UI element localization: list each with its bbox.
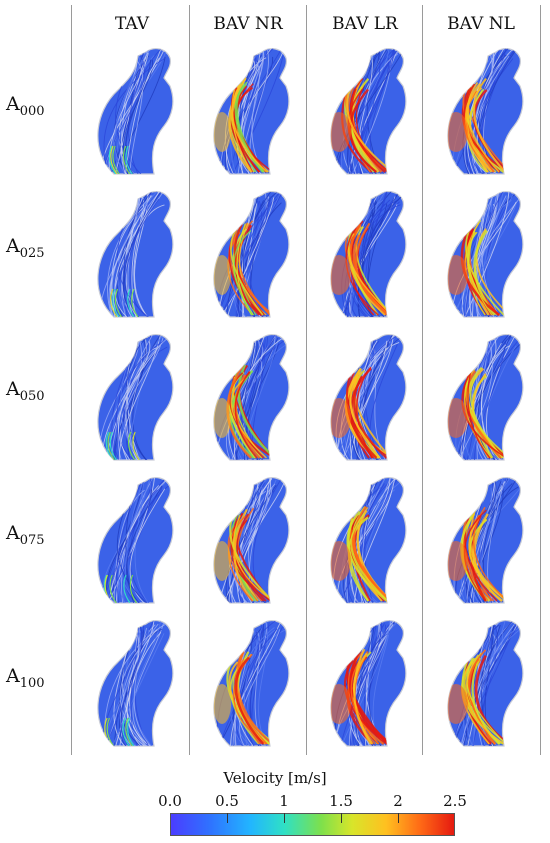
streamline-image [80,185,190,320]
velocity-colorbar [170,813,455,836]
column-divider [540,5,541,755]
colorbar-tick [227,813,228,823]
streamline-image [313,471,423,606]
streamline-image [430,185,540,320]
streamline-image [313,328,423,463]
streamline-image [80,328,190,463]
column-header-tav: TAV [114,14,150,34]
colorbar-tick [341,813,342,823]
colorbar-tick-label: 1.5 [329,792,353,810]
column-divider [422,5,423,755]
streamline-image [430,614,540,749]
colorbar-tick [284,813,285,823]
streamline-image [80,42,190,177]
colorbar-tick-label: 2 [393,792,403,810]
row-label-a075: A075 [6,522,45,548]
streamline-image [196,471,306,606]
column-header-bav-nl: BAV NL [447,14,515,34]
colorbar-tick-label: 0.0 [158,792,182,810]
streamline-image [196,42,306,177]
streamline-image [196,328,306,463]
streamline-image [430,471,540,606]
colorbar-tick-label: 2.5 [443,792,467,810]
streamline-image [196,185,306,320]
streamline-image [313,614,423,749]
colorbar-title: Velocity [m/s] [223,769,327,787]
row-label-a025: A025 [6,235,45,261]
row-label-a000: A000 [6,93,45,119]
streamline-image [430,42,540,177]
streamline-image [313,185,423,320]
column-header-bav-lr: BAV LR [332,14,398,34]
streamline-image [313,42,423,177]
colorbar-tick-label: 1 [279,792,289,810]
row-label-a050: A050 [6,378,45,404]
streamline-image [196,614,306,749]
column-divider [189,5,190,755]
streamline-image [80,614,190,749]
row-label-a100: A100 [6,665,45,691]
column-header-bav-nr: BAV NR [213,14,283,34]
colorbar-tick [398,813,399,823]
column-divider [306,5,307,755]
streamline-image [430,328,540,463]
streamline-image [80,471,190,606]
column-divider [71,5,72,755]
colorbar-tick-label: 0.5 [215,792,239,810]
